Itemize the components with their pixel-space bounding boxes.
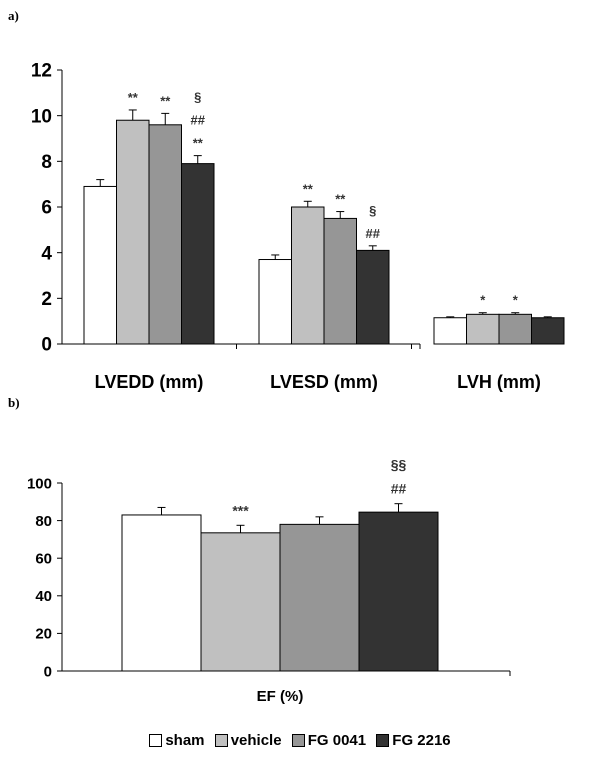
chart-a-significance-label: ## [191,113,206,128]
chart-a-category-label: LVH (mm) [457,372,541,392]
chart-a-significance-label: § [194,90,201,105]
chart-a-bar-fg0041 [498,313,532,345]
chart-a-y-tick-label: 6 [41,198,52,219]
chart-a-bar-fg2216 [356,249,390,345]
chart-b-category-label: EF (%) [257,688,304,705]
chart-a-category-label: LVEDD (mm) [95,372,204,392]
legend: sham vehicle FG 0041 FG 2216 [0,732,600,751]
legend-item-vehicle: vehicle [214,732,282,749]
chart-b-bar-fg2216 [358,511,439,672]
chart-a-bar-sham [433,317,467,345]
legend-swatch-vehicle [214,734,228,747]
chart-b-significance-label: *** [232,502,249,518]
chart-a-significance-label: ** [128,90,139,105]
chart-b-y-tick-label: 60 [35,550,52,567]
chart-a-bar-vehicle [291,206,325,345]
chart-a-significance-label: ** [160,93,171,108]
legend-swatch-fg2216 [376,734,390,747]
chart-a-bar-sham [83,185,117,345]
chart-a-bar-fg2216 [531,317,565,345]
chart-a-significance-label: ## [366,226,381,241]
chart-b-significance-label: ## [391,481,407,497]
legend-item-fg2216: FG 2216 [376,732,451,749]
chart-b-bar-vehicle [200,532,281,672]
chart-a-significance-label: * [480,293,486,308]
legend-label-fg2216: FG 2216 [392,732,451,749]
chart-a-bar-sham [258,259,292,345]
chart-a-y-tick-label: 10 [31,106,52,127]
chart-a-bar-vehicle [466,313,500,345]
chart-a-category-label: LVESD (mm) [270,372,378,392]
chart-a-bar-fg0041 [323,217,357,345]
chart-a-y-tick-label: 2 [41,289,52,310]
chart-b-bar-fg0041 [279,523,360,672]
legend-item-sham: sham [149,732,205,749]
chart-a-significance-label: ** [303,181,314,196]
panel-b-label: b) [8,395,20,410]
legend-swatch-sham [149,734,163,747]
chart-a-significance-label: ** [193,136,204,151]
chart-a-bar-fg0041 [148,124,182,345]
chart-a-significance-label: * [513,293,519,308]
chart-a-significance-label: ** [335,192,346,207]
chart-b-y-tick-label: 0 [44,663,52,680]
chart-b-y-tick-label: 40 [35,588,52,605]
chart-b-y-tick-label: 80 [35,513,52,530]
panel-a-label: a) [8,8,19,23]
chart-b-significance-label: §§ [391,457,407,473]
chart-a-y-tick-label: 8 [41,152,52,173]
legend-label-vehicle: vehicle [230,732,282,749]
legend-label-sham: sham [165,732,205,749]
chart-a-y-tick-label: 4 [41,243,52,264]
chart-b-y-tick-label: 100 [27,475,52,492]
chart-a-significance-label: § [369,203,376,218]
chart-a-bar-fg2216 [181,163,215,345]
chart-a-y-tick-label: 0 [41,335,52,356]
chart-a-y-tick-label: 12 [31,61,52,82]
chart-b-y-tick-label: 20 [35,626,52,643]
chart-a-bar-vehicle [116,119,150,345]
legend-swatch-fg0041 [291,734,305,747]
legend-label-fg0041: FG 0041 [307,732,367,749]
legend-item-fg0041: FG 0041 [291,732,367,749]
chart-b-bar-sham [121,514,202,672]
